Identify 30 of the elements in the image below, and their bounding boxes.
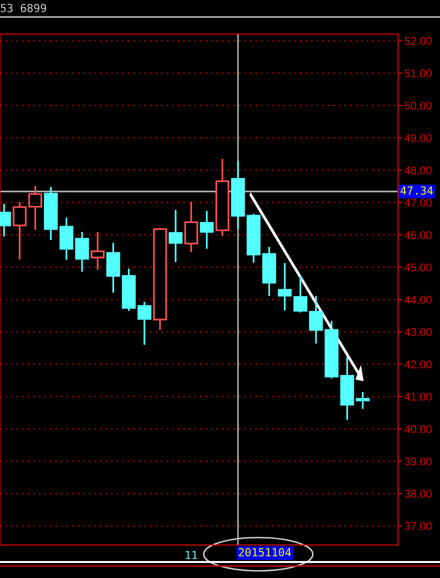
- y-tick-label: 49.00: [404, 134, 432, 142]
- y-tick-label: 37.00: [404, 522, 432, 530]
- candlestick: [28, 185, 42, 231]
- y-tick-label: 41.00: [404, 392, 432, 401]
- candlestick: [168, 209, 183, 263]
- y-tick-label: 43.00: [404, 328, 432, 336]
- candlestick: [278, 262, 292, 312]
- y-tick-label: 39.00: [404, 458, 432, 466]
- candlestick: [138, 300, 152, 346]
- y-tick-label: 52.00: [404, 37, 432, 45]
- candlestick: [90, 231, 105, 271]
- text: 20151104: [238, 548, 291, 556]
- y-tick-label: 42.00: [404, 360, 432, 368]
- y-tick-label: 46.00: [404, 231, 432, 239]
- y-tick-label: 47.00: [404, 198, 432, 207]
- candlestick: [12, 201, 27, 260]
- text: 53 6899: [0, 4, 46, 12]
- y-tick-label: 38.00: [404, 490, 432, 498]
- candlestick: [200, 210, 214, 250]
- candlestick: [184, 201, 198, 253]
- y-tick-label: 50.00: [404, 102, 432, 110]
- y-tick-label: 45.00: [404, 263, 432, 272]
- candlestick: [106, 242, 120, 294]
- y-tick-label: 40.00: [404, 425, 432, 434]
- ref-line-label: 47.34: [400, 186, 433, 195]
- y-tick-label: 48.00: [404, 166, 432, 174]
- y-tick-label: 44.00: [404, 296, 432, 304]
- x-tick-label: 11: [186, 550, 198, 560]
- candlestick: [356, 391, 370, 410]
- y-tick-label: 51.00: [404, 69, 432, 78]
